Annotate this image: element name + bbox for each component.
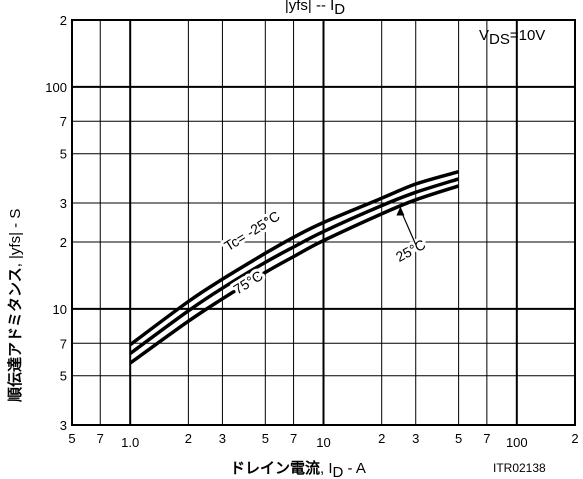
y-tick-label: 100 [45, 80, 67, 95]
grid [71, 19, 576, 426]
x-tick-label: 3 [412, 431, 419, 446]
y-tick-label: 3 [60, 418, 67, 433]
x-tick-label: 5 [455, 431, 462, 446]
x-tick-label: 10 [316, 435, 330, 450]
chart-title: |yfs| -- ID [285, 0, 345, 18]
series-line [129, 170, 460, 347]
x-tick-label: 7 [290, 431, 297, 446]
series-line [129, 184, 460, 365]
annotation-arrowhead [396, 206, 405, 216]
plot-frame [71, 19, 576, 426]
y-tick-label: 5 [60, 369, 67, 384]
y-tick-label: 7 [60, 336, 67, 351]
series-curves [129, 170, 460, 365]
x-tick-label: 3 [219, 431, 226, 446]
x-tick-label: 2 [185, 431, 192, 446]
x-tick-label: 100 [506, 435, 528, 450]
x-tick-label: 7 [483, 431, 490, 446]
y-tick-label: 2 [60, 235, 67, 250]
x-tick-label: 5 [68, 431, 75, 446]
x-axis-title: ドレイン電流, ID - A [230, 459, 366, 479]
condition-label: VDS=10V [479, 27, 545, 48]
x-tick-label: 1.0 [121, 435, 139, 450]
x-tick-label: 7 [97, 431, 104, 446]
x-tick-label: 2 [571, 431, 578, 446]
y-tick-label: 5 [60, 147, 67, 162]
y-tick-label: 2 [60, 13, 67, 28]
y-axis-title: 順伝達アドミタンス, |yfs| - S [6, 209, 24, 403]
series-label-text: 25°C [393, 236, 428, 265]
x-tick-label: 5 [262, 431, 269, 446]
y-tick-label: 10 [53, 302, 67, 317]
y-tick-label: 7 [60, 114, 67, 129]
y-tick-label: 3 [60, 196, 67, 211]
series-label: 25°C25°C [390, 233, 431, 268]
chart-code: ITR02138 [493, 461, 546, 475]
series-line [129, 177, 460, 355]
x-tick-label: 2 [378, 431, 385, 446]
